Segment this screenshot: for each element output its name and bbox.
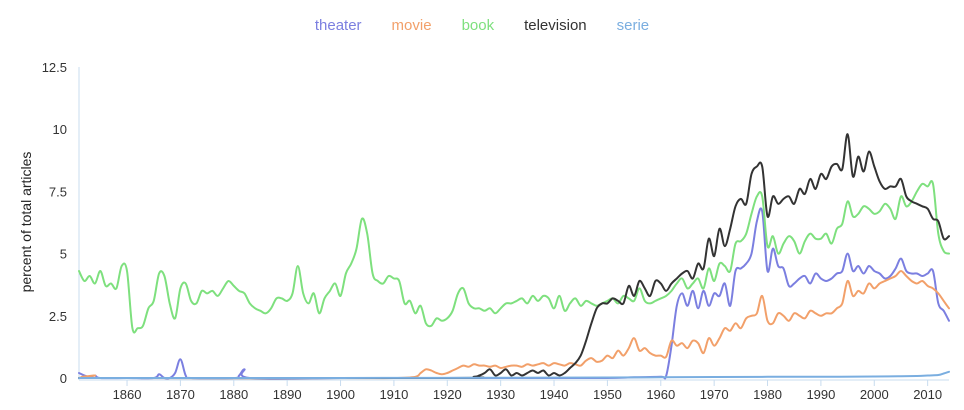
- series-line-book: [78, 180, 950, 334]
- x-tick-label: 1980: [753, 387, 782, 402]
- x-tick-label: 1890: [273, 387, 302, 402]
- y-tick-label: 7.5: [49, 184, 67, 199]
- y-tick-label: 0: [60, 371, 67, 386]
- legend-item-theater[interactable]: theater: [314, 17, 362, 34]
- x-tick-label: 1910: [379, 387, 408, 402]
- x-tick-label: 1900: [326, 387, 355, 402]
- y-tick-label: 2.5: [49, 309, 67, 324]
- plot-lines: [78, 133, 950, 380]
- x-tick-label: 1870: [166, 387, 195, 402]
- x-tick-label: 1880: [219, 387, 248, 402]
- x-tick-label: 1990: [806, 387, 835, 402]
- series-line-television: [78, 133, 950, 380]
- legend-item-television[interactable]: television: [524, 17, 587, 34]
- y-tick-label: 12.5: [42, 60, 67, 75]
- series-line-serie: [78, 370, 950, 380]
- legend-item-movie[interactable]: movie: [391, 17, 432, 34]
- y-tick-label: 10: [53, 122, 67, 137]
- x-tick-label: 1860: [113, 387, 142, 402]
- x-tick-label: 1930: [486, 387, 515, 402]
- legend-item-book[interactable]: book: [461, 17, 495, 34]
- x-tick-label: 2010: [913, 387, 942, 402]
- x-tick-label: 1960: [646, 387, 675, 402]
- x-tick-label: 2000: [860, 387, 889, 402]
- x-tick-label: 1940: [540, 387, 569, 402]
- x-tick-label: 1920: [433, 387, 462, 402]
- series-line-movie: [78, 270, 950, 380]
- legend: theater movie book television serie: [0, 14, 964, 42]
- x-tick-label: 1950: [593, 387, 622, 402]
- legend-item-serie[interactable]: serie: [616, 17, 650, 34]
- y-axis-title: percent of total articles: [18, 152, 34, 293]
- series-line-theater: [78, 207, 950, 380]
- x-tick-label: 1970: [700, 387, 729, 402]
- y-tick-label: 5: [60, 247, 67, 262]
- axes: 0 2.5 5 7.5 10 12.5 1860 1870 1880 1890 1900 1910 19…: [42, 60, 949, 402]
